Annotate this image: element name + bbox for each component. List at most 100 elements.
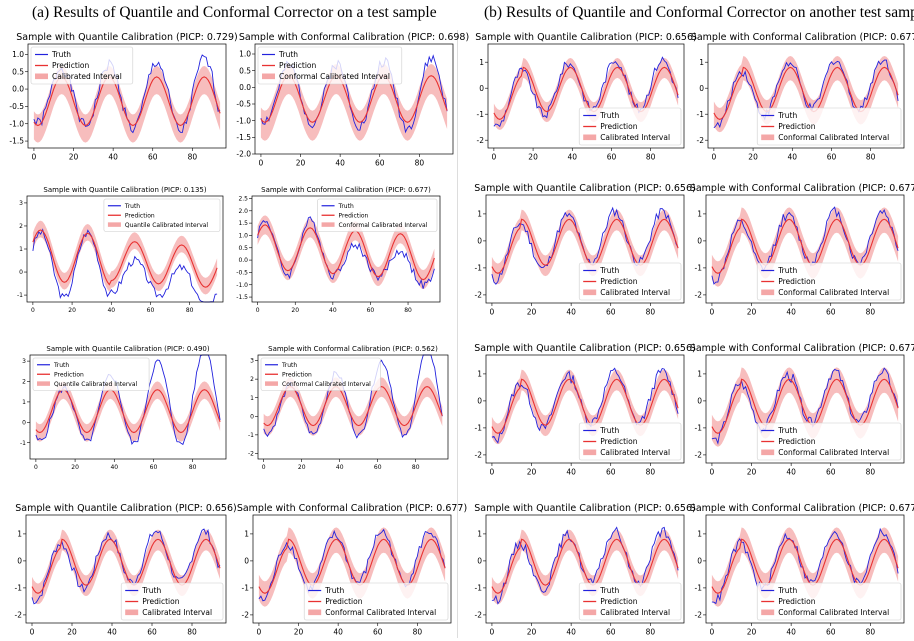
y-tick-label: -1 — [695, 264, 703, 273]
y-tick-label: -1 — [17, 292, 23, 299]
chart-a42: Sample with Conformal Calibration (PICP:… — [237, 503, 467, 637]
y-tick-label: 0 — [19, 269, 23, 276]
chart-title: Sample with Conformal Calibration (PICP:… — [261, 186, 431, 194]
y-tick-label: -1 — [695, 424, 703, 433]
chart-title: Sample with Quantile Calibration (PICP: … — [474, 343, 695, 354]
x-tick-label: 80 — [646, 468, 656, 477]
y-tick-label: -1 — [477, 110, 485, 119]
legend-label: Conformal Calibrated Interval — [282, 381, 371, 388]
legend-label: Truth — [51, 50, 71, 59]
legend-interval-swatch — [262, 73, 275, 80]
x-tick-label: 40 — [107, 307, 115, 314]
axes-frame — [25, 514, 227, 624]
legend-box — [32, 357, 150, 391]
legend-label: Conformal Calibrated Interval — [778, 448, 889, 457]
x-tick-label: 20 — [291, 307, 299, 314]
chart-a11: Sample with Quantile Calibration (PICP: … — [9, 32, 237, 162]
legend-box — [578, 582, 682, 621]
calibrated-interval-band — [493, 58, 679, 130]
x-tick-label: 80 — [415, 159, 425, 168]
heading-b: (b) Results of Quantile and Conformal Co… — [484, 4, 914, 21]
legend-label: Truth — [599, 266, 619, 275]
legend-label: Conformal Calibrated Interval — [279, 72, 390, 81]
chart-title: Sample with Quantile Calibration (PICP: … — [475, 32, 696, 43]
x-tick-label: 60 — [826, 628, 836, 637]
legend-box — [578, 107, 682, 146]
y-tick-label: 1 — [477, 210, 482, 219]
y-tick-label: -1.5 — [236, 294, 248, 301]
x-tick-label: 60 — [374, 464, 382, 471]
legend: Truth Prediction Conformal Calibrated Inte… — [257, 46, 403, 85]
legend-label: Truth — [599, 426, 619, 435]
prediction-line — [31, 538, 221, 594]
chart-title: Sample with Conformal Calibration (PICP:… — [690, 183, 914, 194]
chart-a41: Sample with Quantile Calibration (PICP: … — [15, 503, 237, 637]
x-tick-label: 80 — [404, 307, 412, 314]
legend-box — [756, 107, 902, 146]
legend-box — [260, 357, 381, 391]
legend-box — [257, 46, 403, 85]
x-tick-label: 40 — [566, 468, 576, 477]
legend-interval-swatch — [125, 609, 139, 616]
x-tick-label: 20 — [296, 159, 306, 168]
legend-label: Prediction — [52, 61, 90, 70]
calibrated-interval-band — [491, 369, 679, 445]
calibrated-interval-band — [257, 215, 435, 290]
axes-frame — [707, 43, 905, 149]
x-tick-label: 60 — [606, 628, 616, 637]
y-tick-label: 1 — [699, 58, 704, 67]
y-tick-label: 1.5 — [238, 220, 248, 227]
legend: Truth Prediction Calibrated Interval — [578, 262, 682, 301]
legend-label: Prediction — [600, 122, 638, 131]
y-tick-label: -1 — [475, 424, 483, 433]
y-tick-label: 0.5 — [12, 67, 24, 76]
y-tick-label: -0.5 — [236, 270, 248, 277]
y-tick-label: -2 — [475, 451, 483, 460]
legend-interval-swatch — [761, 449, 775, 456]
x-tick-label: 20 — [747, 308, 757, 317]
truth-line — [713, 59, 899, 129]
axes-frame — [257, 354, 449, 460]
chart-title: Sample with Conformal Calibration (PICP:… — [268, 345, 438, 353]
y-tick-label: 1 — [244, 530, 249, 539]
y-tick-label: -1 — [475, 584, 483, 593]
x-tick-label: 40 — [333, 628, 343, 637]
x-tick-label: 80 — [646, 308, 656, 317]
chart-a12: Sample with Conformal Calibration (PICP:… — [236, 32, 469, 168]
x-tick-label: 0 — [257, 628, 262, 637]
truth-line — [711, 367, 899, 445]
legend: Truth Prediction Conformal Calibrated Inte… — [756, 262, 902, 301]
legend-box — [30, 46, 134, 85]
y-tick-label: -2 — [475, 291, 483, 300]
x-tick-label: 0 — [259, 159, 264, 168]
y-tick-label: 1.0 — [239, 50, 251, 59]
legend-label: Prediction — [600, 437, 638, 446]
legend-label: Prediction — [600, 277, 638, 286]
legend-box — [120, 582, 224, 621]
calibrated-interval-band — [35, 381, 221, 442]
legend-label: Prediction — [279, 61, 317, 70]
x-tick-label: 40 — [110, 464, 118, 471]
legend: Truth Prediction Conformal Calibrated Inte… — [303, 582, 449, 621]
x-tick-label: 0 — [34, 464, 38, 471]
chart-a32: Sample with Conformal Calibration (PICP:… — [248, 345, 449, 471]
x-tick-label: 40 — [786, 628, 796, 637]
y-tick-label: -2.0 — [236, 150, 251, 159]
x-tick-label: 0 — [256, 307, 260, 314]
x-tick-label: 60 — [373, 628, 383, 637]
legend: Truth Prediction Conformal Calibrated Inte… — [317, 198, 438, 232]
y-tick-label: 0 — [22, 419, 26, 426]
x-tick-label: 0 — [31, 307, 35, 314]
legend-label: Prediction — [778, 597, 816, 606]
legend-label: Truth — [53, 362, 69, 369]
x-tick-label: 20 — [527, 628, 537, 637]
y-tick-label: 1 — [697, 530, 702, 539]
x-tick-label: 40 — [568, 153, 578, 162]
y-tick-label: -1.5 — [236, 133, 251, 142]
y-tick-label: 0.0 — [238, 257, 248, 264]
x-tick-label: 20 — [294, 628, 304, 637]
legend-label: Truth — [278, 50, 298, 59]
y-tick-label: 2 — [22, 379, 26, 386]
legend-label: Calibrated Interval — [600, 448, 670, 457]
x-tick-label: 20 — [528, 153, 538, 162]
